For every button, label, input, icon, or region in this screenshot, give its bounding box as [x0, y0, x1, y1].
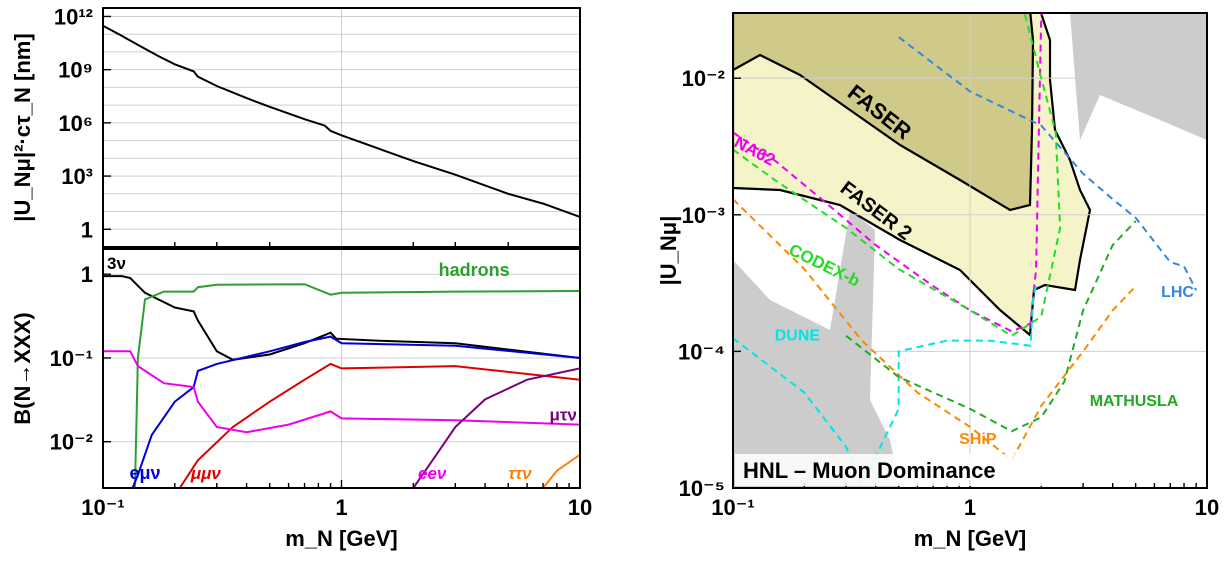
excluded-region-upper-right: [1060, 13, 1207, 140]
panel-sensitivity: 10⁻⁵ 10⁻⁴ 10⁻³ 10⁻² 10⁻¹ 1 10 m_N [GeV] |U_Nμ| HN…: [656, 12, 1219, 551]
series-label: eeν: [418, 464, 447, 483]
curve-label: MATHUSLA: [1090, 393, 1179, 410]
series-line-lifetime: [103, 24, 580, 218]
series-label: μτν: [549, 405, 576, 424]
plot-frame: [102, 7, 581, 248]
title-box: HNL – Muon Dominance: [735, 454, 1051, 486]
excluded-region-lower-left: [733, 210, 900, 488]
curve-label: DUNE: [775, 328, 821, 345]
sensitivity-curve-dune: [733, 285, 1038, 488]
y-tick-label: 10⁻²: [682, 66, 725, 91]
x-tick-label: 10⁻¹: [711, 495, 754, 520]
series-line-ττν: [542, 453, 580, 488]
y-tick-label: 10⁶: [58, 111, 93, 136]
y-tick-label: 10⁻¹: [50, 346, 93, 371]
title-box-bg: [735, 454, 1051, 486]
y-tick-label: 10¹²: [54, 4, 93, 29]
series-label: hadrons: [439, 260, 510, 280]
title-box-text: HNL – Muon Dominance: [743, 458, 996, 483]
sensitivity-curve-ship: [733, 198, 1137, 462]
series-label: 3ν: [107, 254, 126, 273]
x-tick-label: 10⁻¹: [81, 495, 124, 520]
panel-lifetime: 1 10³ 10⁶ 10⁹ 10¹² |U_Nμ|²·cτ_N [nm]: [10, 4, 581, 248]
series-line-eμν: [131, 335, 580, 488]
sensitivity-curve-lhc: [898, 36, 1198, 291]
sensitivity-curve-na62: [733, 13, 1043, 333]
x-tick-label: 1: [335, 495, 347, 520]
y-tick-label: 1: [81, 217, 93, 242]
y-tick-label: 10⁹: [58, 58, 93, 83]
series-line-hadrons: [133, 283, 580, 488]
series-label: ττν: [508, 464, 532, 483]
x-axis-label: m_N [GeV]: [914, 526, 1026, 551]
series-line-eeν: [103, 350, 580, 434]
y-axis-label: |U_Nμ|²·cτ_N [nm]: [10, 33, 35, 221]
series-line-3ν: [103, 275, 580, 361]
y-tick-label: 10⁻⁴: [678, 339, 725, 364]
y-tick-label: 1: [81, 262, 93, 287]
plot-area: [733, 13, 1207, 488]
y-tick-label: 10⁻³: [682, 203, 725, 228]
series-line-μμν: [178, 362, 580, 488]
x-axis-label: m_N [GeV]: [285, 526, 397, 551]
x-tick-label: 1: [964, 495, 976, 520]
sensitivity-curve-codex-b: [733, 13, 1062, 337]
y-tick-label: 10³: [61, 164, 93, 189]
y-axis-label: |U_Nμ|: [656, 216, 681, 286]
y-axis-label: B(N→XXX): [10, 312, 35, 424]
x-tick-label: 10: [1195, 495, 1219, 520]
y-tick-label: 10⁻²: [50, 430, 93, 455]
panel-branching-ratios: 10⁻² 10⁻¹ 1 10⁻¹ 1 10 m_N [GeV] B(N→XXX) 3ν hadro…: [10, 248, 592, 551]
region-faser: [733, 13, 1035, 212]
series-label: μμν: [190, 464, 222, 483]
y-tick-label: 10⁻⁵: [679, 476, 725, 501]
series-label: eμν: [129, 463, 160, 483]
curve-label: LHC: [1161, 284, 1194, 301]
x-tick-label: 10: [568, 495, 592, 520]
curve-label: SHiP: [959, 431, 997, 448]
series-line-μτν: [412, 367, 580, 488]
sensitivity-curve-mathusla: [845, 220, 1137, 433]
